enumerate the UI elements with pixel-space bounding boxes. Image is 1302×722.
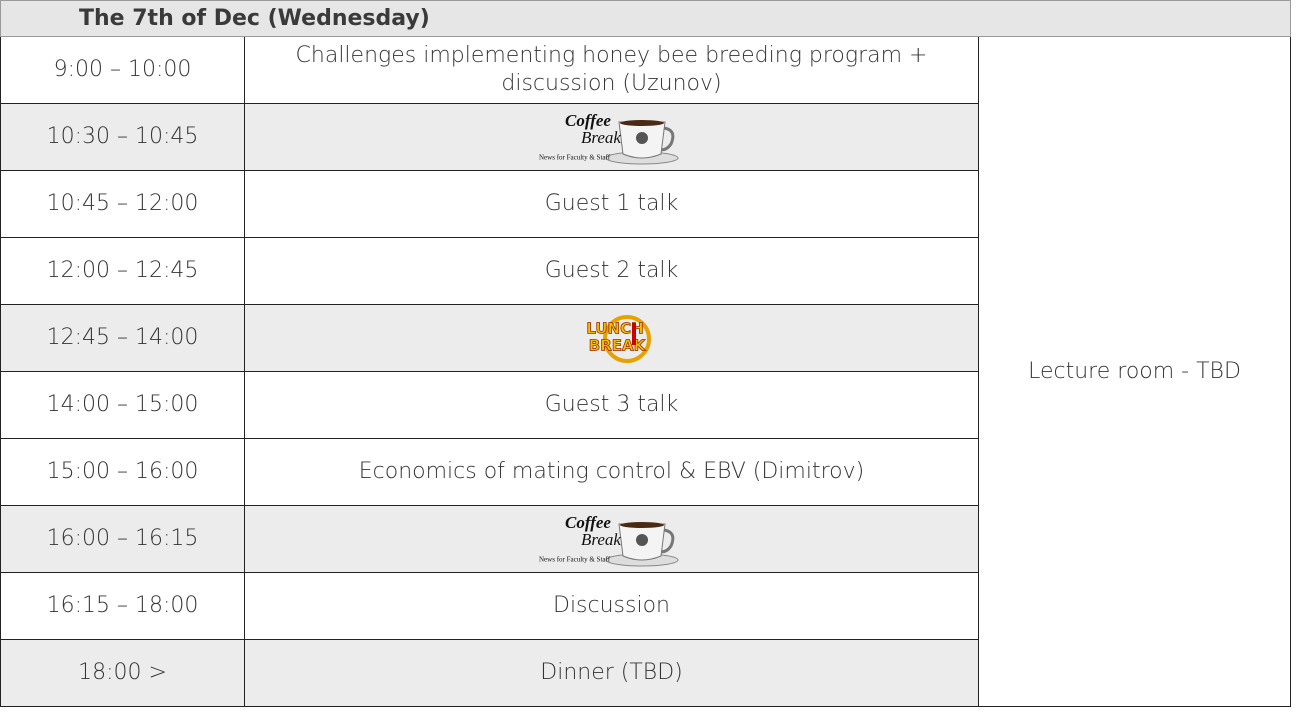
- schedule-row: 16:00 – 16:15 Coffee Break News for Faculty…: [0, 505, 1291, 573]
- schedule-row: 9:00 – 10:00 Challenges implementing hone…: [0, 36, 1292, 707]
- logo-line: Break: [581, 530, 621, 549]
- schedule-row: 10:45 – 12:00 Guest 1 talk: [0, 170, 1291, 238]
- coffee: [619, 120, 664, 126]
- event-cell: Guest 3 talk: [244, 371, 979, 439]
- time-cell: 12:45 – 14:00: [0, 304, 245, 372]
- logo-line: Coffee: [565, 513, 611, 532]
- logo-line: Coffee: [565, 111, 611, 130]
- event-cell: Guest 1 talk: [244, 170, 979, 238]
- cup-handle: [660, 528, 674, 554]
- event-cell: Coffee Break News for Faculty & Staff: [244, 103, 979, 171]
- time-cell: 12:00 – 12:45: [0, 237, 245, 305]
- cup-handle: [660, 126, 674, 152]
- schedule-body: The 7th of Dec (Wednesday) 9:00 – 10:00 C…: [0, 0, 1292, 707]
- time-cell: 18:00 >: [0, 639, 245, 707]
- header-row: The 7th of Dec (Wednesday): [0, 0, 1292, 37]
- time-cell: 16:00 – 16:15: [0, 505, 245, 573]
- schedule-row: 12:00 – 12:45 Guest 2 talk: [0, 237, 1291, 305]
- time-cell: 14:00 – 15:00: [0, 371, 245, 439]
- schedule-table: The 7th of Dec (Wednesday) 9:00 – 10:00 C…: [0, 0, 1292, 707]
- emblem: [635, 132, 648, 144]
- header-title: The 7th of Dec (Wednesday): [0, 0, 1292, 37]
- event-cell: Challenges implementing honey bee breedi…: [244, 36, 979, 104]
- clock-ring: [602, 315, 651, 363]
- schedule-row: 16:15 – 18:00 Discussion: [0, 572, 1291, 640]
- time-cell: 16:15 – 18:00: [0, 572, 245, 640]
- event-cell: Discussion: [244, 572, 979, 640]
- event-cell: Coffee Break News for Faculty & Staff: [244, 505, 979, 573]
- time-cell: 15:00 – 16:00: [0, 438, 245, 506]
- time-cell: 9:00 – 10:00: [0, 36, 245, 104]
- thermometer: [631, 323, 636, 345]
- event-cell: LUNCH BREAK: [244, 304, 979, 372]
- logo-line: News for Faculty & Staff: [539, 154, 611, 162]
- time-cell: 10:45 – 12:00: [0, 170, 245, 238]
- time-cell: 10:30 – 10:45: [0, 103, 245, 171]
- room-cell: Lecture room - TBD: [977, 36, 1292, 707]
- event-cell: Dinner (TBD): [244, 639, 979, 707]
- coffee: [619, 522, 664, 528]
- schedule-row: 18:00 > Dinner (TBD): [0, 639, 1291, 707]
- event-cell: Economics of mating control & EBV (Dimit…: [244, 438, 979, 506]
- logo-line: LUNCH: [586, 320, 643, 338]
- schedule-row: 10:30 – 10:45 Coffee Break News for Faculty…: [0, 103, 1291, 171]
- logo-line: Break: [581, 128, 621, 147]
- logo-line: News for Faculty & Staff: [539, 556, 611, 564]
- event-cell: Guest 2 talk: [244, 237, 979, 305]
- emblem: [635, 534, 648, 546]
- schedule-row: 12:45 – 14:00 LUNCH BREAK: [0, 304, 1291, 372]
- logo-line: BREAK: [588, 337, 646, 355]
